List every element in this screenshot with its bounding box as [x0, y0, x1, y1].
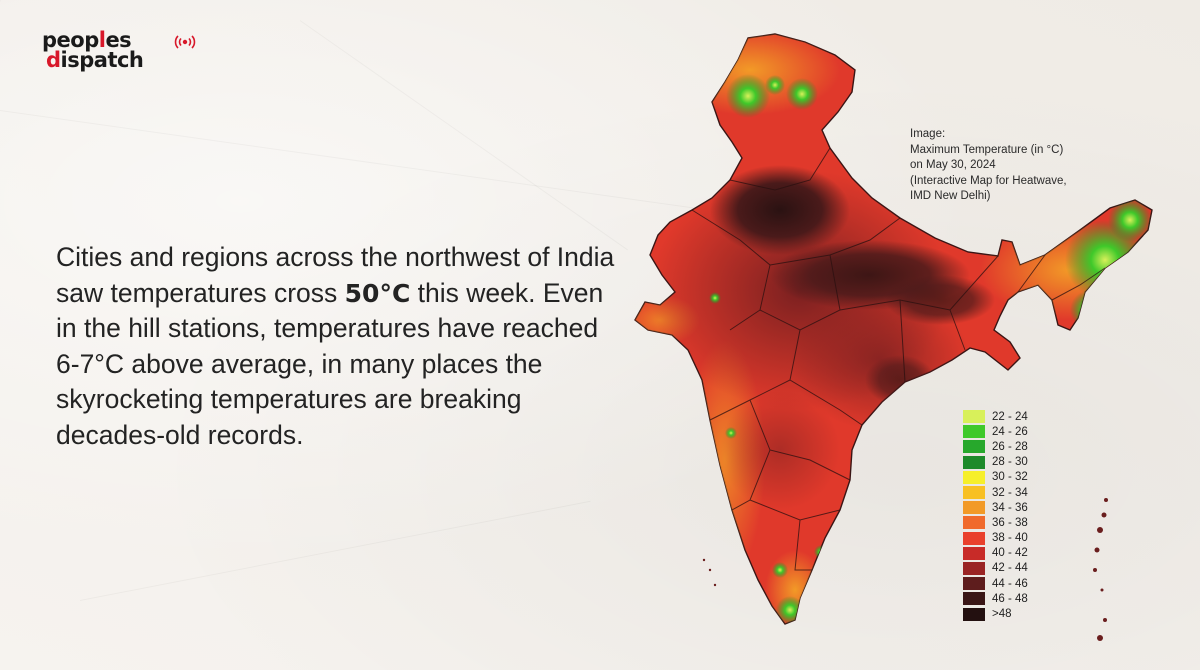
- legend-row: 40 - 42: [963, 546, 1028, 561]
- legend-row: 32 - 34: [963, 485, 1028, 500]
- legend-label: 30 - 32: [992, 471, 1028, 484]
- legend-label: 42 - 44: [992, 562, 1028, 575]
- legend-swatch: [963, 546, 985, 560]
- legend-label: 40 - 42: [992, 547, 1028, 560]
- legend-row: 28 - 30: [963, 455, 1028, 470]
- legend-swatch: [963, 516, 985, 530]
- legend-row: >48: [963, 606, 1028, 621]
- legend-swatch: [963, 577, 985, 591]
- legend-row: 46 - 48: [963, 591, 1028, 606]
- legend-label: 22 - 24: [992, 410, 1028, 423]
- legend-swatch: [963, 455, 985, 469]
- logo-line-2: dispatch: [46, 48, 144, 72]
- headline-highlight: 50°C: [344, 278, 411, 308]
- legend-swatch: [963, 531, 985, 545]
- broadcast-icon: [174, 35, 196, 49]
- logo-line-1: peoples: [42, 28, 132, 52]
- legend-row: 26 - 28: [963, 439, 1028, 454]
- legend-label: 28 - 30: [992, 456, 1028, 469]
- legend-label: 38 - 40: [992, 532, 1028, 545]
- legend-label: 24 - 26: [992, 425, 1028, 438]
- legend-swatch: [963, 607, 985, 621]
- legend-label: >48: [992, 608, 1012, 621]
- headline-text: Cities and regions across the northwest …: [56, 242, 615, 450]
- legend-row: 30 - 32: [963, 470, 1028, 485]
- temperature-legend: 22 - 24 24 - 26 26 - 28 28 - 30 30 - 32 32 - …: [963, 409, 1028, 622]
- legend-swatch: [963, 501, 985, 515]
- brand-logo[interactable]: peoples dispatch: [42, 28, 196, 72]
- india-temperature-map: [634, 33, 1153, 641]
- legend-swatch: [963, 486, 985, 500]
- legend-row: 24 - 26: [963, 424, 1028, 439]
- legend-swatch: [963, 410, 985, 424]
- legend-row: 36 - 38: [963, 515, 1028, 530]
- legend-swatch: [963, 561, 985, 575]
- legend-swatch: [963, 425, 985, 439]
- legend-label: 46 - 48: [992, 592, 1028, 605]
- legend-row: 42 - 44: [963, 561, 1028, 576]
- legend-label: 44 - 46: [992, 577, 1028, 590]
- legend-row: 44 - 46: [963, 576, 1028, 591]
- legend-swatch: [963, 440, 985, 454]
- legend-swatch: [963, 470, 985, 484]
- legend-row: 34 - 36: [963, 500, 1028, 515]
- legend-label: 36 - 38: [992, 516, 1028, 529]
- legend-row: 38 - 40: [963, 531, 1028, 546]
- legend-label: 26 - 28: [992, 440, 1028, 453]
- legend-row: 22 - 24: [963, 409, 1028, 424]
- legend-label: 32 - 34: [992, 486, 1028, 499]
- map-caption: Image: Maximum Temperature (in °C) on Ma…: [910, 128, 1067, 202]
- legend-swatch: [963, 592, 985, 606]
- legend-label: 34 - 36: [992, 501, 1028, 514]
